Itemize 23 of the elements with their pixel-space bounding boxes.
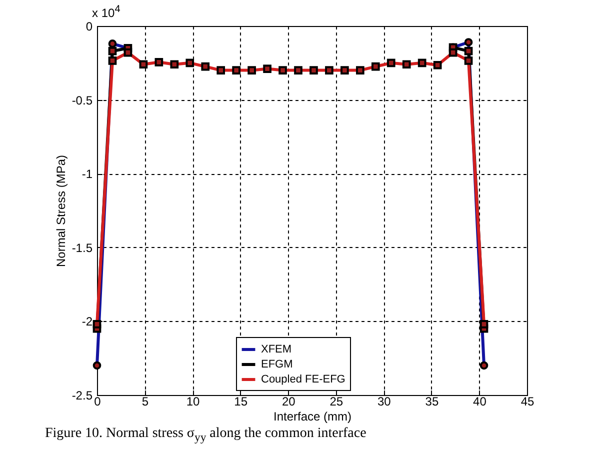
- x-tick-label: 10: [186, 394, 200, 408]
- y-axis-title: Normal Stress (MPa): [54, 154, 68, 268]
- x-tick-label: 0: [94, 394, 102, 408]
- legend-label: Coupled FE-EFG: [261, 374, 346, 386]
- x-tick-label: 5: [142, 394, 149, 408]
- x-tick-label: 30: [377, 394, 392, 408]
- y-tick-label: 0: [86, 20, 93, 34]
- x-axis-title: Interface (mm): [273, 410, 352, 424]
- x-tick-label: 40: [473, 394, 487, 408]
- legend-label: EFGM: [261, 358, 293, 370]
- y-tick-label: -0.5: [72, 93, 93, 108]
- x-tick-label: 35: [425, 394, 439, 408]
- y-tick-label: -1.5: [72, 240, 93, 255]
- y-tick-label: -2: [82, 314, 93, 329]
- y-tick-label: -2.5: [72, 388, 93, 402]
- x-tick-label: 15: [234, 394, 248, 408]
- legend-label: XFEM: [261, 344, 292, 356]
- x-tick-label: 20: [282, 394, 296, 408]
- x-tick-label: 25: [330, 394, 344, 408]
- caption: Figure 10. Normal stress σ$_{yy}$ along the common interface: [45, 426, 366, 444]
- x-tick-label: 45: [520, 394, 534, 408]
- text: x 10$^{4}$: [92, 4, 120, 20]
- y-tick-label: -1: [82, 167, 93, 182]
